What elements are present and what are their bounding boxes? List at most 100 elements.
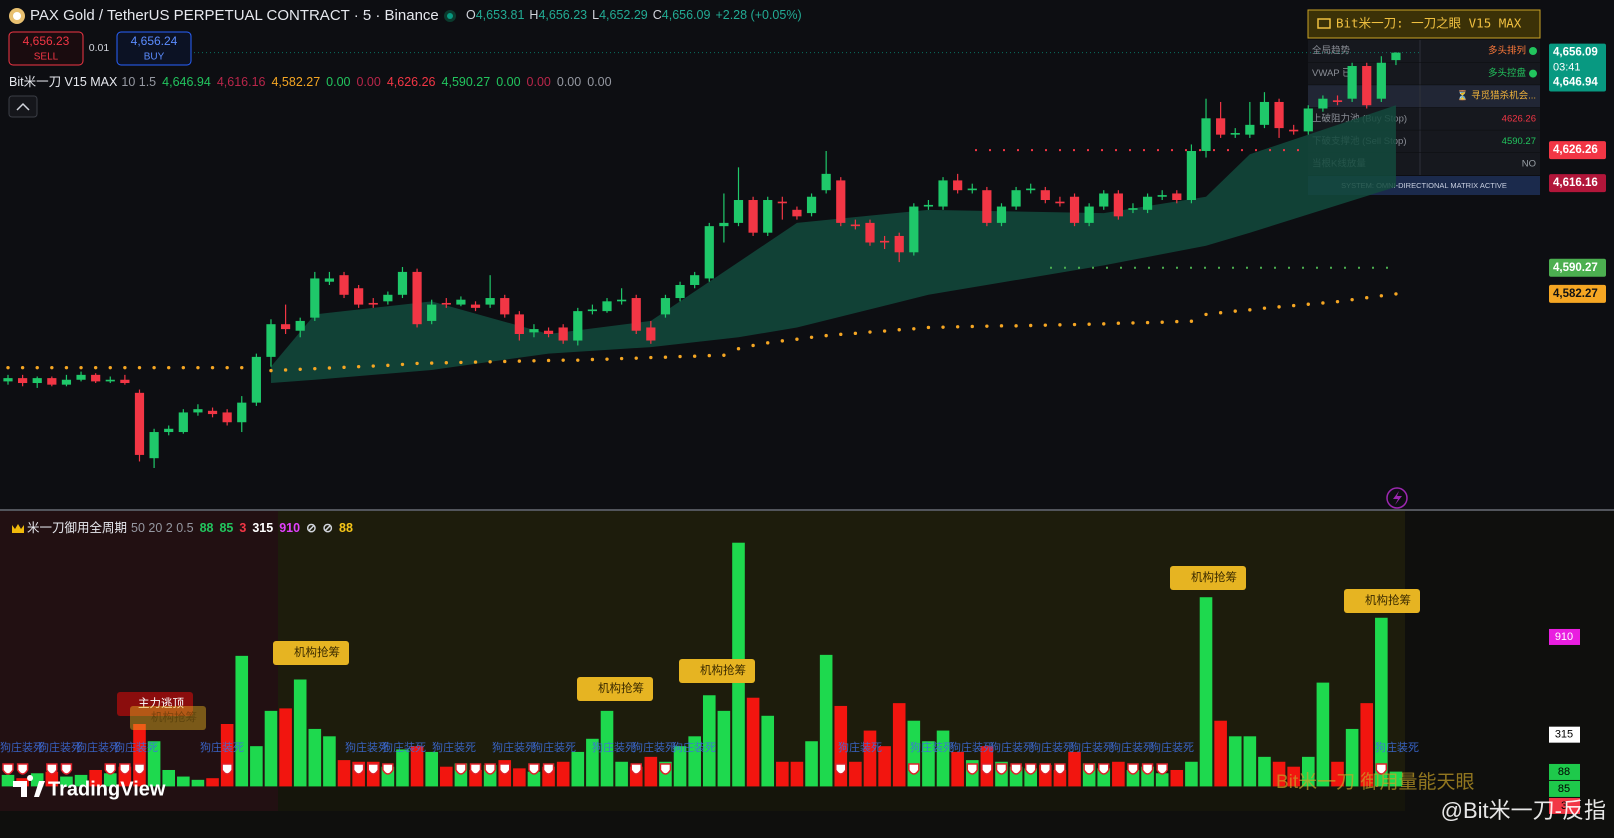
ohlc-key: H [529,8,538,22]
volume-bar [673,746,687,787]
volume-label: 315 [1555,729,1573,741]
volume-bar [103,773,117,787]
shield-icon [367,763,379,775]
tag-label: 狗庄装死 [1375,740,1419,754]
ohlc-key: C [653,8,662,22]
candle-body [1216,118,1226,135]
candle-body [573,311,583,341]
trail-dot [20,365,25,370]
trail-dot [503,359,507,364]
price-label: 4,590.27 [1553,262,1598,274]
candle-body [850,224,860,227]
trail-dot [912,327,916,331]
lightning-glyph [1393,491,1402,505]
volume-bar [746,697,760,787]
trail-dot [415,361,419,366]
sell-label: SELL [34,52,59,63]
volume-bar [1316,682,1330,787]
trail-dot [1262,306,1267,310]
volume-label-box [1549,797,1580,814]
trail-dot [64,365,69,370]
shield-icon [995,763,1008,775]
ohlc-value: 4,652.29 [599,8,648,22]
shield-icon [1156,763,1168,775]
candle-body [514,314,524,335]
volume-value: 315 [252,521,273,535]
trail-dot [1291,303,1296,308]
candle-body [1186,150,1197,201]
alert-icon[interactable] [1386,487,1408,509]
candle-body [1376,62,1386,99]
volume-bar [250,746,263,787]
candle-body [763,200,773,233]
panel-footer: SYSTEM: OMNI-DIRECTIONAL MATRIX ACTIVE [1341,181,1507,190]
shield-icon [455,763,467,775]
tag-label: 狗庄装死 [838,740,882,754]
candle-body [543,330,554,335]
trail-dot [707,353,711,358]
volume-bar [951,751,964,787]
trail-dot [79,365,83,370]
trail-dot [751,343,755,348]
trail-dot [532,359,536,363]
price-label-box [1549,43,1606,92]
volume-bar [1258,756,1271,787]
candle-body [1157,195,1167,197]
trail-dot [868,330,872,334]
volume-bar [1112,761,1125,787]
volume-bar [922,741,935,787]
volume-value: 3 [239,521,246,535]
candle-body [880,240,890,243]
trail-dot [985,324,989,328]
candle-body [982,190,992,223]
shield-icon [659,763,672,775]
candle-body [324,278,335,282]
trail-dot [1014,324,1018,328]
trail-dot [576,358,580,362]
volume-bar [45,771,59,787]
candle-body [719,222,729,227]
trail-dot [473,360,478,364]
tag-label: 狗庄装死 [632,740,676,754]
candle-body [777,201,787,204]
trail-dot [459,360,463,365]
candle-body [646,327,656,341]
indicator-value: 0.00 [496,75,520,89]
trail-dot [809,335,814,339]
candle-body [1011,190,1021,207]
indicator-value: 0.00 [357,75,381,89]
sell-button[interactable] [8,31,84,66]
volume-bar [717,710,731,787]
candle-body [1172,193,1182,201]
candle-body [1362,66,1372,106]
tag-label: 狗庄装死 [1150,740,1194,754]
tag-label: 狗庄装死 [910,740,954,754]
indicator-value: 0.00 [326,75,350,89]
trail-dot [1277,305,1281,309]
candle-body [1142,196,1153,210]
cloud-area [270,105,1396,384]
panel-value: 多头控盘 [1488,67,1527,79]
candle-body [602,301,612,312]
market-status-dot [447,13,453,19]
candle-body [397,271,408,295]
volume-bar [1287,766,1300,787]
price-label: 4,646.94 [1553,77,1598,89]
candle-body [1040,190,1050,201]
trail-dot [283,368,288,372]
collapse-button[interactable] [8,95,38,118]
panel-value: NO [1522,159,1536,170]
indicator-legend: Bit米一刀 V15 MAX 10 1.5 4,646.94 4,616.16 4,58… [9,75,612,89]
indicator-value: 0.00 [527,75,551,89]
candle-body [631,298,641,331]
candle-body [529,329,539,333]
volume-label-box [1549,763,1580,780]
volume-value: 88 [200,521,214,535]
shield-icon [60,763,73,775]
candle-body [792,209,802,217]
price-label: 4,582.27 [1553,288,1598,300]
candle-body [222,412,232,423]
candle-body [748,200,758,233]
trail-dot [882,329,887,333]
buy-button[interactable] [116,31,192,66]
